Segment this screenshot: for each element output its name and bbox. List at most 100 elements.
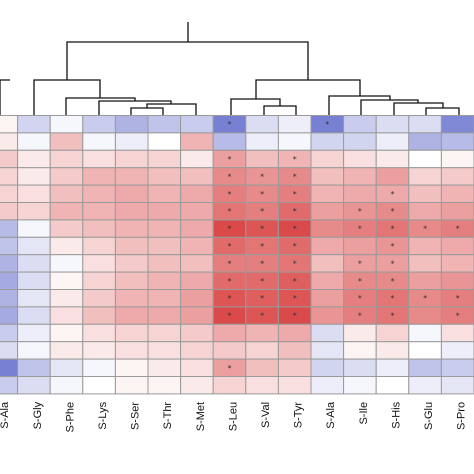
heatmap-cell (212, 376, 247, 395)
heatmap-cell (277, 341, 312, 360)
significance-star: * (293, 207, 297, 216)
significance-star: * (228, 364, 232, 373)
heatmap-cell (49, 323, 84, 343)
heatmap-cell (49, 306, 84, 325)
heatmap-cell (0, 184, 19, 204)
heatmap-cell (310, 289, 345, 308)
heatmap-cell (310, 376, 345, 395)
heatmap-cell (180, 167, 214, 186)
significance-star: * (228, 172, 232, 181)
heatmap-cell (180, 289, 214, 308)
heatmap-cell (343, 149, 377, 169)
column-label: S-Met (195, 402, 207, 431)
heatmap-cell (147, 358, 182, 378)
significance-star: * (293, 190, 297, 199)
heatmap-cell (82, 306, 116, 325)
heatmap-cell (0, 341, 19, 360)
heatmap-cell (343, 376, 377, 395)
heatmap-cell (49, 115, 84, 134)
heatmap-cell (49, 167, 84, 186)
heatmap-cell (180, 149, 214, 169)
heatmap-cell (408, 167, 442, 186)
significance-star: * (391, 190, 395, 199)
dendrogram-branch (393, 102, 444, 115)
heatmap-cell (277, 132, 312, 151)
significance-star: * (228, 277, 232, 286)
heatmap-cell (17, 376, 51, 395)
significance-star: * (260, 294, 264, 303)
column-label: S-Leu (227, 402, 239, 431)
heatmap-cell (0, 271, 19, 291)
significance-star: * (293, 155, 297, 164)
heatmap-cell (245, 149, 279, 169)
significance-star: * (260, 259, 264, 268)
heatmap-cell (180, 219, 214, 238)
column-labels: S-Ala S-Gly S-Phe S-Lys S-Ser S-Thr S-Met S-Leu… (0, 401, 468, 432)
significance-star: * (391, 312, 395, 321)
heatmap-cell (114, 184, 149, 204)
significance-star: * (391, 225, 395, 234)
heatmap-cell (0, 323, 19, 343)
significance-star: * (228, 225, 232, 234)
column-label: S-Pro (456, 402, 468, 430)
significance-star: * (391, 259, 395, 268)
heatmap-cell (180, 323, 214, 343)
heatmap-cell (310, 341, 345, 360)
heatmap-cell (17, 323, 51, 343)
significance-star: * (358, 207, 362, 216)
heatmap-cell (114, 115, 149, 134)
heatmap-cell (440, 132, 474, 151)
heatmap-cell (212, 341, 247, 360)
heatmap-cell (17, 289, 51, 308)
heatmap-cell (245, 341, 279, 360)
dendrogram-branch (130, 107, 164, 115)
significance-star: * (358, 225, 362, 234)
heatmap-cell (310, 167, 345, 186)
significance-star: * (260, 207, 264, 216)
heatmap-cell (17, 306, 51, 325)
heatmap-cell (310, 254, 345, 273)
heatmap-cell (82, 236, 116, 256)
heatmap-cell (180, 376, 214, 395)
heatmap-cell (310, 306, 345, 325)
heatmap-cell (375, 115, 410, 134)
column-label: S-Tyr (293, 402, 305, 429)
dendrogram-branch (146, 103, 197, 115)
dendrogram-branch (425, 107, 460, 115)
heatmap-cell (180, 306, 214, 325)
heatmap-cell (0, 149, 19, 169)
significance-star: * (293, 225, 297, 234)
heatmap-cell (343, 184, 377, 204)
heatmap-cell (0, 376, 19, 395)
heatmap-cell (147, 202, 182, 221)
heatmap-cell (440, 184, 474, 204)
significance-star: * (423, 225, 427, 234)
heatmap-cell (408, 323, 442, 343)
heatmap-cell (0, 358, 19, 378)
heatmap-cell (49, 254, 84, 273)
heatmap-cell (180, 236, 214, 256)
heatmap-cell (375, 358, 410, 378)
heatmap-cell (245, 323, 279, 343)
heatmap-cell (343, 115, 377, 134)
significance-star: * (456, 312, 460, 321)
column-label: S-Ala (325, 401, 337, 429)
heatmap-cell (408, 115, 442, 134)
significance-star: * (228, 242, 232, 251)
heatmap-cell (82, 202, 116, 221)
heatmap-cell (114, 202, 149, 221)
heatmap-cell (114, 289, 149, 308)
heatmap-cell (180, 184, 214, 204)
column-label: S-Ser (130, 402, 142, 430)
heatmap-cell (82, 376, 116, 395)
heatmap-cell (408, 132, 442, 151)
heatmap-cell (277, 376, 312, 395)
column-label: S-His (390, 401, 402, 428)
heatmap-cell (180, 271, 214, 291)
significance-star: * (391, 294, 395, 303)
significance-star: * (260, 277, 264, 286)
heatmap-cell (49, 149, 84, 169)
heatmap-cell (408, 254, 442, 273)
heatmap-cell (114, 306, 149, 325)
heatmap-cell (147, 236, 182, 256)
